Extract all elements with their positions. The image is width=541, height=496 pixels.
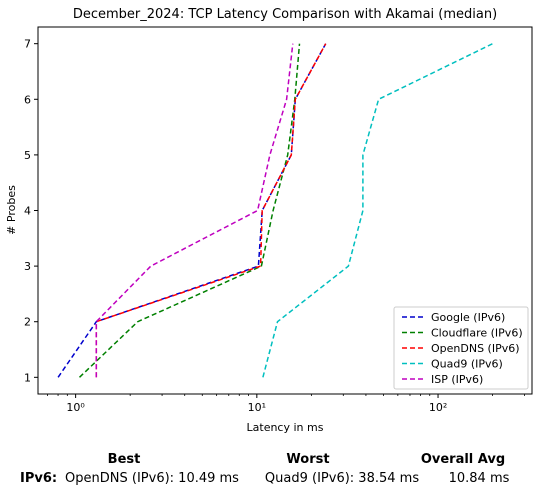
- series-layer: [57, 43, 493, 378]
- overall-avg-value: 10.84 ms: [448, 471, 510, 486]
- best-header: Best: [107, 452, 141, 467]
- legend-label-1: Cloudflare (IPv6): [431, 327, 523, 340]
- x-tick-label-2: 10²: [429, 401, 447, 414]
- y-tick-label-3: 4: [24, 205, 31, 218]
- axes-layer: 10⁰ 10¹ 10² 1 2 3 4 5 6 7: [24, 38, 525, 414]
- y-tick-label-5: 6: [24, 93, 31, 106]
- legend-box: [393, 306, 529, 390]
- legend-label-0: Google (IPv6): [431, 311, 505, 324]
- y-tick-label-2: 3: [24, 260, 31, 273]
- y-tick-label-4: 5: [24, 149, 31, 162]
- x-axis-label: Latency in ms: [247, 421, 324, 434]
- worst-value: Quad9 (IPv6): 38.54 ms: [264, 471, 420, 486]
- y-tick-label-6: 7: [24, 38, 31, 51]
- legend-label-2: OpenDNS (IPv6): [431, 342, 520, 355]
- x-tick-label-1: 10¹: [248, 401, 266, 414]
- best-value: OpenDNS (IPv6): 10.49 ms: [65, 471, 239, 486]
- legend-label-3: Quad9 (IPv6): [431, 358, 503, 371]
- chart-title: December_2024: TCP Latency Comparison wi…: [73, 7, 497, 22]
- legend: Google (IPv6) Cloudflare (IPv6) OpenDNS (I…: [393, 306, 529, 390]
- latency-chart: December_2024: TCP Latency Comparison wi…: [5, 7, 533, 434]
- series-line-2: [95, 43, 327, 378]
- overall-avg-header: Overall Avg: [420, 452, 506, 467]
- series-line-1: [78, 43, 301, 378]
- series-line-3: [262, 43, 493, 378]
- series-line-4: [95, 43, 294, 378]
- legend-label-4: ISP (IPv6): [431, 373, 483, 386]
- worst-header: Worst: [286, 452, 330, 467]
- series-line-0: [57, 43, 327, 378]
- y-tick-label-0: 1: [24, 371, 31, 384]
- y-axis-label: # Probes: [5, 185, 18, 235]
- x-tick-label-0: 10⁰: [66, 401, 85, 414]
- y-tick-label-1: 2: [24, 316, 31, 329]
- ipv6-row-label: IPv6:: [20, 471, 58, 486]
